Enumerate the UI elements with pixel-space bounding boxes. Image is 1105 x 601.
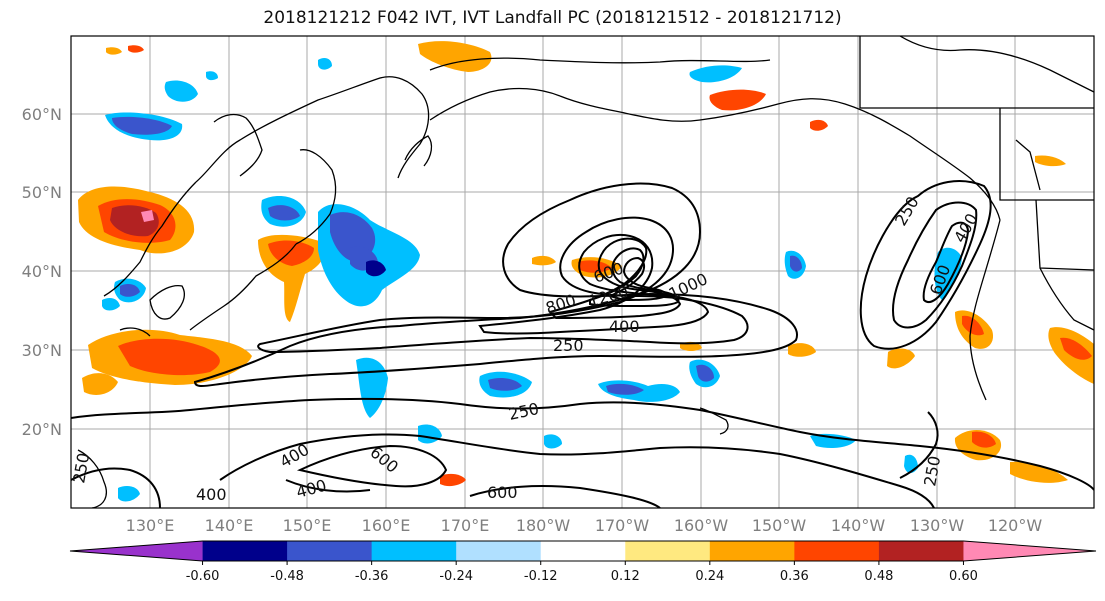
- map-frame: [70, 35, 1095, 509]
- contour-600-south-2: [469, 485, 661, 508]
- lon-label-170e: 170°E: [441, 516, 490, 535]
- colorbar-ticks: -0.60 -0.48 -0.36 -0.24 -0.12 0.12 0.24 0.36 0.4…: [186, 561, 978, 584]
- colorbar-tick-label: 0.48: [864, 569, 893, 584]
- colorbar-segment: [70, 541, 203, 561]
- lon-label-130e: 130°E: [126, 516, 175, 535]
- lat-label-40n: 40°N: [22, 262, 62, 281]
- colorbar-tick-label: -0.48: [270, 569, 304, 584]
- ivt-contours: [71, 180, 1094, 508]
- contour-250-west-coast: [859, 180, 992, 350]
- lon-label-140w: 140°W: [831, 516, 886, 535]
- gridlines: [71, 36, 1094, 508]
- lon-label-140e: 140°E: [205, 516, 254, 535]
- lon-label-180w: 180°W: [516, 516, 571, 535]
- contour-600-west-coast: [922, 221, 970, 303]
- contour-250-south: [71, 397, 1094, 491]
- colorbar-segments: [69, 540, 1097, 562]
- lon-label-150w: 150°W: [752, 516, 807, 535]
- contour-label-250-jet: 250: [553, 336, 584, 355]
- colorbar-tick-label: 0.24: [695, 569, 724, 584]
- lat-label-60n: 60°N: [22, 105, 62, 124]
- contour-1200-jet: [607, 256, 668, 302]
- latitude-labels: 60°N 50°N 40°N 30°N 20°N: [22, 105, 62, 439]
- colorbar-tick-label: -0.60: [186, 569, 220, 584]
- colorbar-segment: [202, 541, 288, 561]
- colorbar-tick-label: -0.24: [439, 569, 473, 584]
- contour-label-400-sw: 400: [196, 485, 227, 504]
- lon-label-160e: 160°E: [362, 516, 411, 535]
- colorbar-tick-label: -0.36: [355, 569, 389, 584]
- longitude-labels: 130°E 140°E 150°E 160°E 170°E 180°W 170°…: [126, 516, 1043, 535]
- colorbar-segment: [371, 541, 457, 561]
- contour-1000-jet: [589, 247, 680, 307]
- colorbar-segment: [794, 541, 880, 561]
- warm-anomaly-arctic: [418, 41, 492, 72]
- colorbar-segment: [287, 541, 373, 561]
- colorbar-segment: [540, 541, 626, 561]
- colorbar-segment: [709, 541, 795, 561]
- contour-600-jet: [478, 234, 710, 335]
- contour-600-south: [296, 444, 448, 488]
- lat-label-50n: 50°N: [22, 183, 62, 202]
- contour-label-250-west-edge: 250: [69, 451, 93, 484]
- figure-title: 2018121212 F042 IVT, IVT Landfall PC (20…: [263, 8, 842, 28]
- colorbar-segment: [456, 541, 542, 561]
- lat-label-30n: 30°N: [22, 341, 62, 360]
- coastlines: [77, 36, 1094, 508]
- colorbar-segment: [963, 541, 1096, 561]
- contour-label-400-jet: 400: [609, 317, 640, 336]
- lon-label-170w: 170°W: [595, 516, 650, 535]
- map-panel: 250 400 600 800 1000 1200 250 400 600 25…: [69, 35, 1095, 509]
- lon-label-120w: 120°W: [988, 516, 1043, 535]
- colorbar-tick-label: -0.12: [524, 569, 558, 584]
- contour-400-south: [219, 433, 935, 508]
- lon-label-130w: 130°W: [910, 516, 965, 535]
- contour-label-600-south-2: 600: [487, 483, 518, 502]
- contour-400-west-coast: [892, 201, 978, 329]
- colorbar-tick-label: 0.60: [949, 569, 978, 584]
- lon-label-160w: 160°W: [674, 516, 729, 535]
- colorbar-tick-label: 0.36: [780, 569, 809, 584]
- colorbar: -0.60 -0.48 -0.36 -0.24 -0.12 0.12 0.24 0.36 0.4…: [69, 540, 1097, 584]
- colorbar-segment: [878, 541, 964, 561]
- contour-800-jet: [548, 237, 682, 320]
- ivt-pc-shading: [78, 41, 1094, 502]
- lon-label-150e: 150°E: [283, 516, 332, 535]
- colorbar-tick-label: 0.12: [611, 569, 640, 584]
- contour-400-south-2: [71, 467, 161, 508]
- lat-label-20n: 20°N: [22, 420, 62, 439]
- colorbar-segment: [625, 541, 711, 561]
